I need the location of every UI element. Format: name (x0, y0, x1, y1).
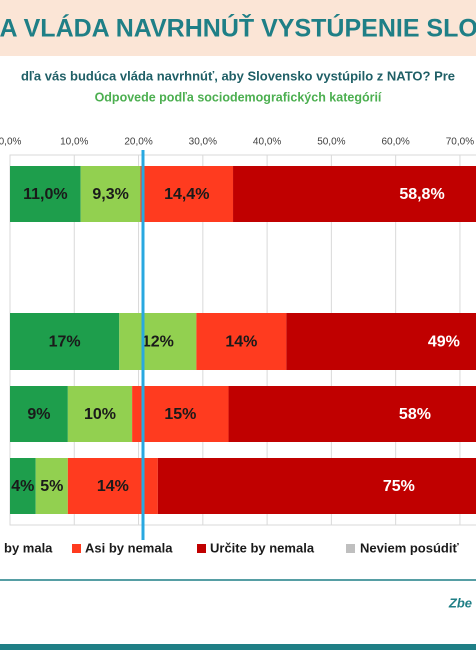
legend-label: by mala (4, 540, 53, 555)
bar-segment (140, 166, 234, 222)
bar-segment (10, 313, 120, 370)
bar-segment (132, 386, 229, 442)
data-label: 12% (142, 334, 174, 351)
data-label: 9,3% (92, 186, 128, 203)
bar-segment (228, 386, 476, 442)
data-label: 58% (399, 406, 431, 423)
bar-segment (157, 458, 476, 514)
bar-segment (80, 166, 141, 222)
bar-segment (196, 313, 287, 370)
source: Zbe (448, 595, 472, 610)
legend-swatch (72, 544, 81, 553)
legend-label: Neviem posúdiť (360, 540, 459, 555)
legend-swatch (197, 544, 206, 553)
title-banner (0, 0, 476, 56)
data-label: 5% (40, 478, 63, 495)
legend-label: Asi by nemala (85, 540, 173, 555)
data-label: 14% (225, 334, 257, 351)
subtitle: dľa vás budúca vláda navrhnúť, aby Slove… (21, 68, 455, 83)
x-tick-label: 0,0% (0, 137, 22, 148)
data-label: 11,0% (23, 186, 67, 203)
data-label: 9% (27, 406, 50, 423)
bar-segment (10, 386, 68, 442)
bar-segment (286, 313, 476, 370)
legend-swatch (346, 544, 355, 553)
bar-segment (119, 313, 197, 370)
data-label: 4% (11, 478, 34, 495)
note: Odpovede podľa sociodemografických kateg… (95, 90, 382, 104)
bar-segment (35, 458, 68, 514)
x-tick-label: 50,0% (317, 137, 345, 148)
x-tick-label: 40,0% (253, 137, 281, 148)
data-label: 14% (97, 478, 129, 495)
data-label: 15% (164, 406, 196, 423)
x-tick-label: 30,0% (189, 137, 217, 148)
data-label: 49% (428, 334, 460, 351)
bar-segment (10, 458, 36, 514)
x-tick-label: 20,0% (124, 137, 152, 148)
data-label: 14,4% (164, 186, 209, 203)
footer-bar (0, 644, 476, 650)
bar-segment (10, 166, 81, 222)
data-label: 75% (383, 478, 415, 495)
bar-segment (233, 166, 476, 222)
data-label: 17% (49, 334, 81, 351)
x-tick-label: 70,0% (446, 137, 474, 148)
data-label: 58,8% (399, 186, 444, 203)
bar-segment (67, 386, 133, 442)
data-label: 10% (84, 406, 116, 423)
x-tick-label: 60,0% (381, 137, 409, 148)
legend-label: Určite by nemala (210, 540, 315, 555)
x-tick-label: 10,0% (60, 137, 88, 148)
chart-title: CA VLÁDA NAVRHNÚŤ VYSTÚPENIE SLOV (0, 13, 476, 43)
